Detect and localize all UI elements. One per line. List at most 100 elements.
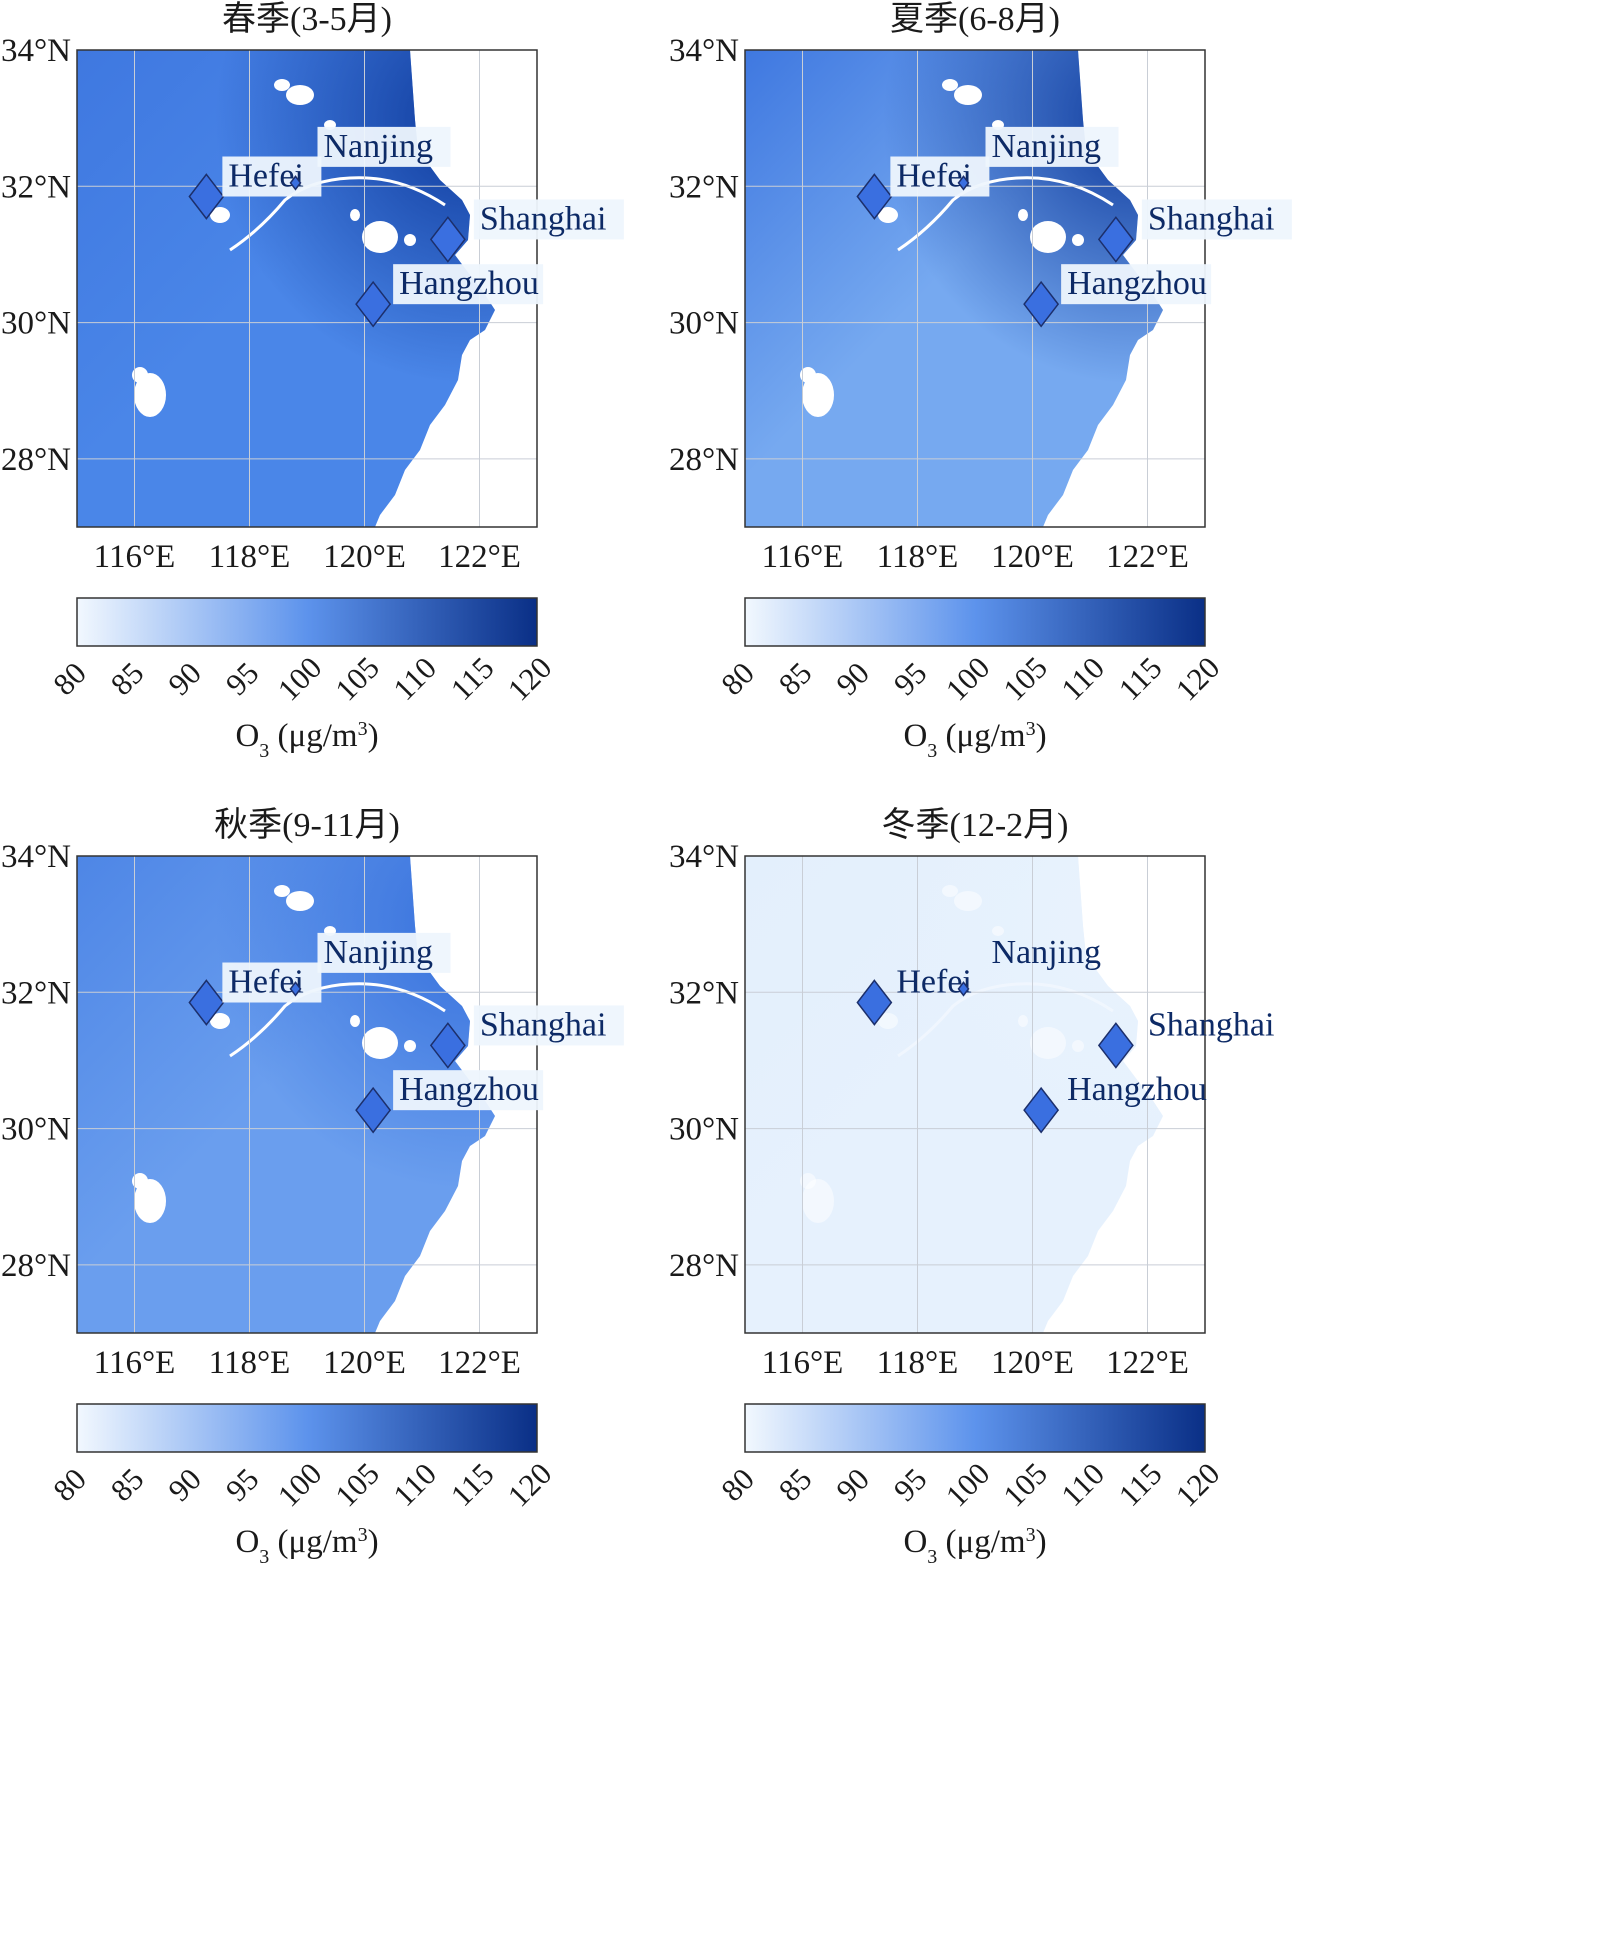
colorbar-tick-label: 95 (887, 1461, 934, 1508)
colorbar (76, 597, 538, 647)
panel-title: 夏季(6-8月) (890, 0, 1060, 38)
colorbar-tick-label: 110 (386, 650, 443, 707)
city-marker-shanghai (429, 216, 466, 263)
lon-tick-label: 118°E (877, 1345, 959, 1381)
city-label-bg (393, 1070, 544, 1111)
city-label-bg (222, 156, 322, 197)
city-label-bg (1061, 264, 1212, 305)
city-label-hefei: Hefei (228, 964, 304, 1001)
colorbar-tick-label: 110 (1054, 1456, 1111, 1513)
colorbar (76, 1403, 538, 1453)
city-label-bg (985, 126, 1119, 167)
lat-tick-label: 34°N (1, 839, 71, 875)
colorbar-tick-label: 80 (46, 1461, 93, 1508)
colorbar-tick-label: 115 (1112, 650, 1169, 707)
lon-tick-label: 122°E (438, 539, 521, 575)
colorbar-tick-label: 85 (772, 1461, 819, 1508)
city-label-shanghai: Shanghai (480, 200, 607, 237)
colorbar-tick-label: 85 (104, 1461, 151, 1508)
colorbar-tick-label: 120 (1169, 650, 1227, 708)
city-marker-hangzhou (355, 280, 392, 328)
colorbar-tick-label: 85 (772, 655, 819, 702)
colorbar-tick-label: 95 (219, 1461, 266, 1508)
lon-tick-label: 118°E (209, 1345, 291, 1381)
city-marker-nanjing (957, 981, 970, 997)
colorbar-tick-label: 90 (161, 655, 208, 702)
lon-tick-label: 116°E (94, 1345, 176, 1381)
colorbar-tick-label: 105 (328, 1456, 386, 1514)
city-marker-nanjing (957, 175, 970, 191)
city-label-hefei: Hefei (228, 158, 304, 195)
lon-tick-label: 118°E (877, 539, 959, 575)
map-panel-svg: 夏季(6-8月) 34°N 32°N 30°N 28°N 116°E 118°E 120°E 1… (669, 0, 1292, 762)
city-label-bg (890, 156, 990, 197)
city-label-nanjing: Nanjing (324, 128, 434, 165)
city-label-hangzhou: Hangzhou (1067, 1071, 1207, 1108)
city-label-hefei: Hefei (896, 158, 972, 195)
colorbar-tick-label: 90 (161, 1461, 208, 1508)
city-label-bg (222, 962, 322, 1003)
city-label-shanghai: Shanghai (480, 1006, 607, 1043)
colorbar-tick-label: 120 (501, 650, 559, 708)
colorbar-tick-label: 100 (271, 650, 329, 708)
city-marker-hangzhou (1023, 280, 1060, 328)
colorbar-unit-label: O3 (μg/m3) (235, 1524, 378, 1568)
map-panel-svg: 春季(3-5月) 34°N 32°N 30°N 28°N 116°E 118°E 120°E 1… (1, 0, 624, 762)
lat-tick-label: 32°N (1, 169, 71, 205)
city-label-nanjing: Nanjing (324, 934, 434, 971)
panel-winter: 冬季(12-2月) 34°N 32°N 30°N 28°N 116°E 118°E 120°E… (668, 806, 1468, 1786)
colorbar-tick-label: 110 (1054, 650, 1111, 707)
colorbar-tick-label: 100 (271, 1456, 329, 1514)
colorbar-tick-label: 95 (887, 655, 934, 702)
panel-spring: 春季(3-5月) 34°N 32°N 30°N 28°N 116°E 118°E 120°E 1… (0, 0, 800, 980)
colorbar-tick-label: 120 (501, 1456, 559, 1514)
city-marker-nanjing (289, 981, 302, 997)
city-marker-shanghai (429, 1022, 466, 1069)
city-label-hangzhou: Hangzhou (399, 1071, 539, 1108)
panel-autumn: 秋季(9-11月) 34°N 32°N 30°N 28°N 116°E 118°E 120°E… (0, 806, 800, 1786)
colorbar-tick-label: 120 (1169, 1456, 1227, 1514)
lat-tick-label: 30°N (669, 1112, 739, 1148)
colorbar-tick-label: 105 (996, 650, 1054, 708)
colorbar-tick-label: 100 (939, 650, 997, 708)
lat-tick-label: 28°N (1, 442, 71, 478)
lat-tick-label: 34°N (669, 839, 739, 875)
city-label-hefei: Hefei (896, 964, 972, 1001)
city-label-bg (473, 1005, 624, 1046)
lat-tick-label: 30°N (669, 306, 739, 342)
city-label-shanghai: Shanghai (1148, 1006, 1275, 1043)
colorbar-unit-label: O3 (μg/m3) (235, 718, 378, 762)
lon-tick-label: 120°E (991, 539, 1074, 575)
panel-summer: 夏季(6-8月) 34°N 32°N 30°N 28°N 116°E 118°E 120°E 1… (668, 0, 1468, 980)
map-panel-svg: 冬季(12-2月) 34°N 32°N 30°N 28°N 116°E 118°E 120°E… (669, 806, 1275, 1568)
lon-tick-label: 120°E (991, 1345, 1074, 1381)
city-marker-nanjing (289, 175, 302, 191)
city-marker-shanghai (1097, 216, 1134, 263)
colorbar-unit-label: O3 (μg/m3) (903, 1524, 1046, 1568)
lat-tick-label: 32°N (669, 975, 739, 1011)
lat-tick-label: 28°N (669, 1248, 739, 1284)
colorbar-tick-label: 110 (386, 1456, 443, 1513)
city-label-hangzhou: Hangzhou (1067, 265, 1207, 302)
colorbar-unit-label: O3 (μg/m3) (903, 718, 1046, 762)
panel-title: 秋季(9-11月) (214, 806, 400, 844)
city-marker-hefei (188, 979, 225, 1026)
lat-tick-label: 28°N (1, 1248, 71, 1284)
lon-tick-label: 116°E (762, 539, 844, 575)
lat-tick-label: 34°N (1, 33, 71, 69)
colorbar-tick-label: 105 (996, 1456, 1054, 1514)
lat-tick-label: 32°N (1, 975, 71, 1011)
panel-title: 冬季(12-2月) (882, 806, 1069, 844)
lon-tick-label: 122°E (438, 1345, 521, 1381)
city-marker-hangzhou (1023, 1086, 1060, 1134)
colorbar-tick-label: 80 (714, 1461, 761, 1508)
lon-tick-label: 122°E (1106, 1345, 1189, 1381)
lat-tick-label: 30°N (1, 306, 71, 342)
city-marker-hefei (188, 173, 225, 220)
colorbar-tick-label: 90 (829, 1461, 876, 1508)
city-label-bg (1141, 199, 1292, 240)
lat-tick-label: 32°N (669, 169, 739, 205)
colorbar-tick-label: 115 (444, 1456, 501, 1513)
lat-tick-label: 28°N (669, 442, 739, 478)
city-label-nanjing: Nanjing (992, 128, 1102, 165)
